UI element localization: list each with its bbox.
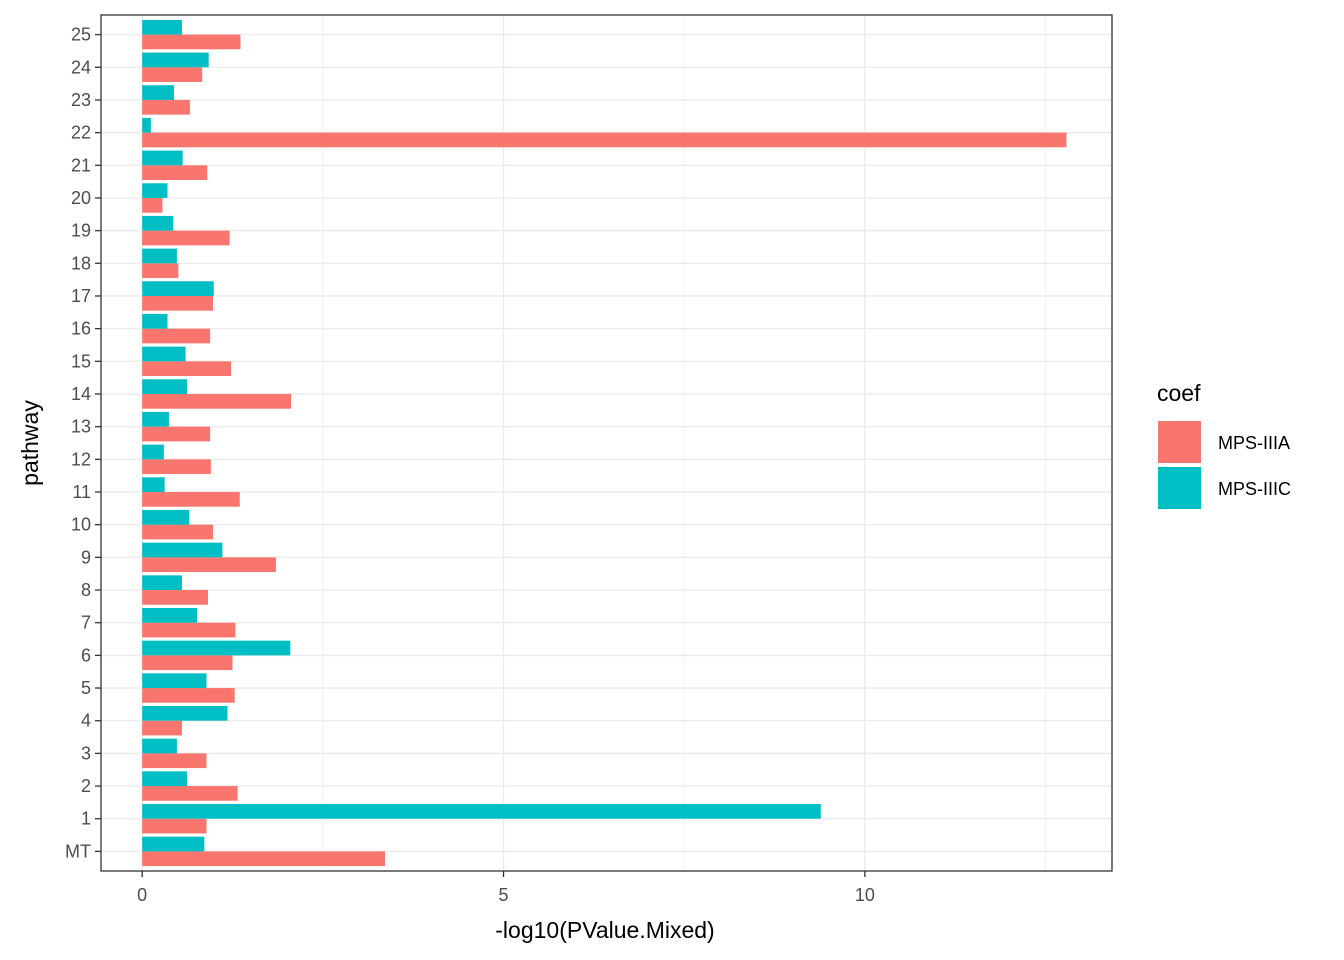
bar-1-13 [142, 411, 169, 427]
legend-key-0 [1158, 421, 1201, 463]
plot-panel [100, 14, 1113, 872]
legend-title: coef [1157, 380, 1201, 406]
y-tick-label-10: 10 [71, 515, 91, 535]
legend: coef MPS-IIIA MPS-IIIC [1157, 380, 1291, 509]
bar-0-6 [142, 655, 233, 671]
x-axis-title: -log10(PValue.Mixed) [495, 917, 714, 943]
y-tick-label-11: 11 [72, 482, 91, 502]
y-tick-label-13: 13 [71, 417, 91, 437]
bar-0-13 [142, 426, 211, 442]
y-tick-label-20: 20 [71, 188, 91, 208]
y-axis: MT12345678910111213141516171819202122232… [65, 25, 101, 861]
y-tick-label-23: 23 [71, 90, 91, 110]
bar-0-21 [142, 165, 208, 180]
legend-label-0: MPS-IIIA [1218, 433, 1290, 453]
panel-border [100, 14, 1113, 872]
bar-0-7 [142, 622, 236, 638]
bar-1-3 [142, 738, 177, 754]
bar-1-17 [142, 281, 214, 296]
bar-1-24 [142, 52, 209, 68]
bar-1-19 [142, 215, 174, 231]
x-tick-label-2: 10 [855, 885, 875, 905]
y-tick-label-2: 2 [81, 776, 91, 796]
y-tick-label-4: 4 [81, 711, 91, 731]
bar-1-18 [142, 248, 177, 264]
bar-0-23 [142, 99, 190, 115]
bar-0-12 [142, 459, 211, 475]
y-tick-label-7: 7 [81, 613, 91, 633]
bar-0-9 [142, 557, 276, 573]
bar-0-16 [142, 328, 211, 344]
bar-1-12 [142, 444, 164, 460]
y-tick-label-22: 22 [71, 123, 91, 143]
bar-1-25 [142, 19, 182, 35]
bar-1-5 [142, 673, 207, 689]
bar-0-5 [142, 688, 235, 703]
y-tick-label-12: 12 [71, 449, 91, 469]
y-tick-label-9: 9 [81, 547, 91, 567]
y-tick-label-17: 17 [71, 286, 91, 306]
bar-0-24 [142, 67, 203, 82]
bar-0-3 [142, 753, 207, 769]
y-tick-label-0: MT [65, 841, 91, 861]
bar-1-9 [142, 542, 223, 558]
bar-0-10 [142, 524, 214, 540]
bar-1-2 [142, 771, 187, 787]
bar-1-4 [142, 706, 228, 721]
bar-0-4 [142, 720, 182, 736]
x-axis: 0 5 10 [137, 871, 875, 905]
bar-1-23 [142, 85, 174, 100]
bar-0-15 [142, 361, 232, 377]
y-tick-label-8: 8 [81, 580, 91, 600]
bar-1-11 [142, 477, 165, 493]
y-tick-label-1: 1 [81, 809, 91, 829]
bar-1-0 [142, 836, 205, 852]
legend-key-1 [1158, 467, 1201, 509]
bar-0-1 [142, 818, 207, 834]
bar-1-15 [142, 346, 186, 362]
y-tick-label-16: 16 [71, 319, 91, 339]
bar-0-20 [142, 197, 163, 213]
bar-0-25 [142, 34, 241, 50]
y-tick-label-5: 5 [81, 678, 91, 698]
y-tick-label-15: 15 [71, 351, 91, 371]
y-tick-label-3: 3 [81, 743, 91, 763]
bar-0-2 [142, 786, 238, 801]
legend-label-1: MPS-IIIC [1218, 479, 1291, 499]
x-tick-label-0: 0 [137, 885, 147, 905]
y-tick-label-14: 14 [71, 384, 91, 404]
y-axis-title: pathway [17, 400, 43, 486]
y-tick-label-18: 18 [71, 253, 91, 273]
bar-0-18 [142, 263, 179, 279]
y-tick-label-21: 21 [71, 155, 91, 175]
bar-0-19 [142, 230, 230, 246]
bar-1-10 [142, 509, 190, 525]
bar-0-17 [142, 295, 214, 311]
y-tick-label-24: 24 [71, 57, 91, 77]
bar-1-16 [142, 313, 168, 329]
series-0 [142, 34, 1067, 867]
bar-0-0 [142, 851, 386, 867]
series-1 [142, 19, 821, 852]
y-tick-label-25: 25 [71, 25, 91, 45]
bar-1-6 [142, 640, 291, 656]
y-tick-label-19: 19 [71, 221, 91, 241]
bar-0-11 [142, 492, 240, 507]
bar-1-20 [142, 183, 168, 198]
bar-1-21 [142, 150, 183, 166]
bar-1-7 [142, 607, 198, 623]
bar-1-8 [142, 575, 182, 591]
bar-1-1 [142, 804, 821, 819]
y-tick-label-6: 6 [81, 645, 91, 665]
bar-1-14 [142, 379, 187, 394]
bar-1-22 [142, 117, 151, 133]
bar-0-14 [142, 393, 292, 409]
bar-0-8 [142, 590, 208, 605]
bar-0-22 [142, 132, 1067, 148]
x-tick-label-1: 5 [499, 885, 509, 905]
